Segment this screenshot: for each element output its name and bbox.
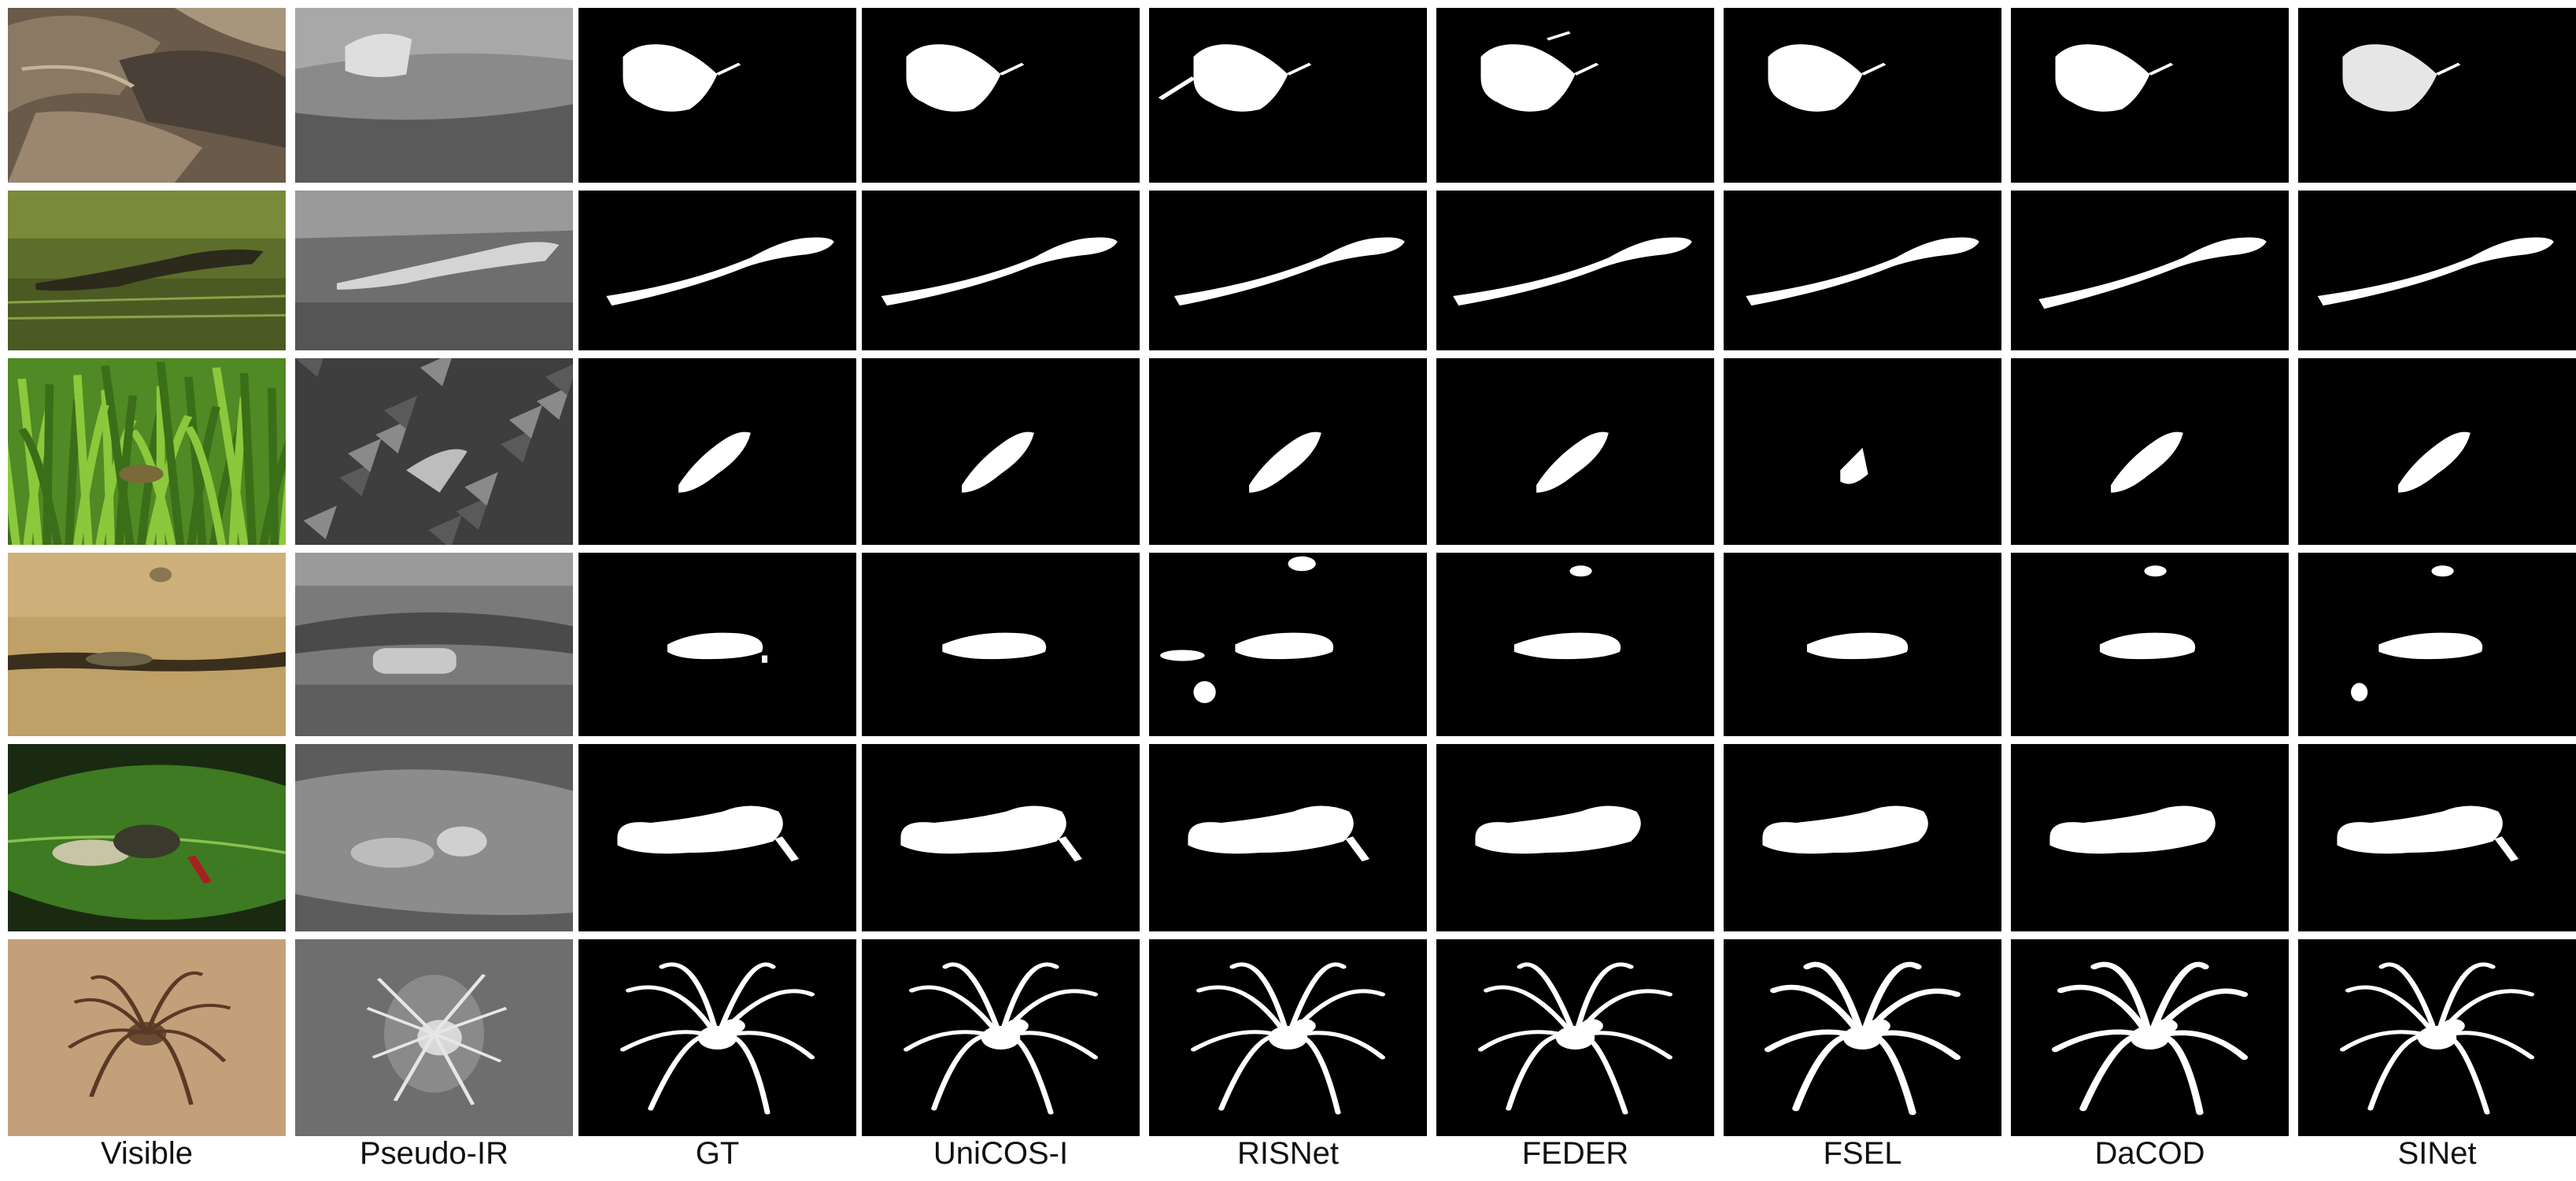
column-label-feder: FEDER xyxy=(1521,1136,1629,1171)
caterpillar-sinet-image xyxy=(2298,744,2576,931)
crab-dacod-image xyxy=(2011,553,2289,736)
leaf-visible-image xyxy=(8,8,286,183)
caterpillar-gt-image xyxy=(578,744,856,931)
frog-visible-image xyxy=(8,358,286,545)
crab-pseudo-ir-image xyxy=(295,553,573,736)
spider-visible-image xyxy=(8,939,286,1136)
caterpillar-risnet-image xyxy=(1149,744,1427,931)
crocodile-pseudo-ir-image xyxy=(295,191,573,350)
crocodile-feder-image xyxy=(1436,191,1714,350)
frog-feder-image xyxy=(1436,358,1714,545)
frog-fsel-image xyxy=(1724,358,2001,545)
crab-fsel-image xyxy=(1724,553,2001,736)
spider-pseudo-ir-image xyxy=(295,939,573,1136)
column-label-gt: GT xyxy=(695,1136,740,1171)
caterpillar-feder-image xyxy=(1436,744,1714,931)
caterpillar-visible-image xyxy=(8,744,286,931)
crocodile-gt-image xyxy=(578,191,856,350)
caterpillar-fsel-image xyxy=(1724,744,2001,931)
spider-gt-image xyxy=(578,939,856,1136)
column-label-dacod: DaCOD xyxy=(2094,1136,2205,1171)
frog-pseudo-ir-image xyxy=(295,358,573,545)
spider-sinet-image xyxy=(2298,939,2576,1136)
crocodile-fsel-image xyxy=(1724,191,2001,350)
crocodile-risnet-image xyxy=(1149,191,1427,350)
caterpillar-pseudo-ir-image xyxy=(295,744,573,931)
crab-gt-image xyxy=(578,553,856,736)
leaf-dacod-image xyxy=(2011,8,2289,183)
column-label-unicos-i: UniCOS-I xyxy=(933,1136,1069,1171)
crocodile-dacod-image xyxy=(2011,191,2289,350)
frog-gt-image xyxy=(578,358,856,545)
column-label-fsel: FSEL xyxy=(1823,1136,1902,1171)
column-label-visible: Visible xyxy=(100,1136,194,1171)
crocodile-unicos-i-image xyxy=(862,191,1140,350)
leaf-feder-image xyxy=(1436,8,1714,183)
crab-risnet-image xyxy=(1149,553,1427,736)
frog-risnet-image xyxy=(1149,358,1427,545)
spider-fsel-image xyxy=(1724,939,2001,1136)
crab-feder-image xyxy=(1436,553,1714,736)
spider-feder-image xyxy=(1436,939,1714,1136)
frog-dacod-image xyxy=(2011,358,2289,545)
column-label-pseudo-ir: Pseudo-IR xyxy=(360,1136,508,1171)
spider-risnet-image xyxy=(1149,939,1427,1136)
spider-unicos-i-image xyxy=(862,939,1140,1136)
spider-dacod-image xyxy=(2011,939,2289,1136)
frog-sinet-image xyxy=(2298,358,2576,545)
crocodile-sinet-image xyxy=(2298,191,2576,350)
crab-sinet-image xyxy=(2298,553,2576,736)
crab-unicos-i-image xyxy=(862,553,1140,736)
leaf-risnet-image xyxy=(1149,8,1427,183)
leaf-fsel-image xyxy=(1724,8,2001,183)
leaf-sinet-image xyxy=(2298,8,2576,183)
crocodile-visible-image xyxy=(8,191,286,350)
leaf-gt-image xyxy=(578,8,856,183)
leaf-pseudo-ir-image xyxy=(295,8,573,183)
crab-visible-image xyxy=(8,553,286,736)
frog-unicos-i-image xyxy=(862,358,1140,545)
caterpillar-unicos-i-image xyxy=(862,744,1140,931)
caterpillar-dacod-image xyxy=(2011,744,2289,931)
column-label-sinet: SINet xyxy=(2397,1136,2477,1171)
leaf-unicos-i-image xyxy=(862,8,1140,183)
column-label-risnet: RISNet xyxy=(1237,1136,1339,1171)
